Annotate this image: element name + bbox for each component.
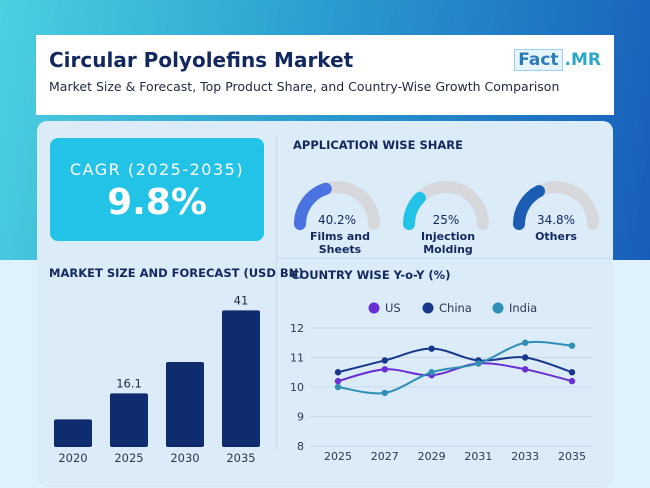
brand-logo: Fact .MR (514, 49, 601, 71)
legend-marker (422, 302, 434, 314)
donut-films-and-sheets (294, 181, 380, 230)
horizontal-divider (277, 258, 612, 259)
donut-value-injection: 25% (432, 213, 460, 227)
data-point-china (428, 345, 435, 352)
page-subtitle: Market Size & Forecast, Top Product Shar… (49, 79, 560, 94)
bar-2025 (110, 393, 148, 447)
donut-share-arc (513, 185, 545, 230)
donut-injection-molding (403, 181, 489, 230)
header-card: Circular Polyolefins Market Market Size … (36, 35, 614, 115)
data-point-india (522, 339, 529, 346)
legend-marker (368, 302, 380, 314)
x-tick-label: 2025 (114, 451, 143, 465)
series-line-china (337, 347, 573, 374)
donut-label-films: Films and Sheets (309, 230, 371, 256)
series-line-india (337, 340, 573, 395)
data-label: 16.1 (116, 376, 142, 390)
data-point-india (475, 360, 482, 367)
donut-others (513, 181, 599, 230)
vertical-divider (276, 135, 277, 450)
data-point-us (522, 366, 529, 373)
legend-marker (492, 302, 504, 314)
series-line-us (337, 362, 573, 383)
donut-label-others: Others (535, 230, 577, 243)
cagr-label: CAGR (2025-2035) (69, 160, 245, 179)
data-point-us (381, 366, 388, 373)
x-tick-label: 2029 (418, 450, 446, 463)
legend-label: US (385, 301, 401, 315)
x-tick-label: 2030 (170, 451, 199, 465)
x-tick-label: 2027 (371, 450, 399, 463)
donut-share-arc (294, 182, 332, 230)
x-tick-label: 2025 (324, 450, 352, 463)
x-tick-label: 2031 (464, 450, 492, 463)
y-tick-label: 8 (297, 440, 304, 453)
data-point-china (381, 357, 388, 364)
data-point-india (381, 389, 388, 397)
bar-chart: 2020 2025 16.1 2030 2035 41 (54, 293, 260, 465)
logo-mr-text: .MR (564, 50, 601, 70)
bar-chart-title: MARKET SIZE AND FORECAST (USD BN) (49, 266, 304, 280)
donut-label-injection: Injection Molding (420, 230, 476, 256)
donut-share-arc (403, 191, 426, 230)
data-label: 41 (234, 293, 249, 307)
bar-2030 (166, 362, 204, 447)
x-tick-label: 2033 (511, 450, 539, 463)
bar-2020 (54, 419, 92, 447)
y-tick-label: 9 (297, 411, 304, 424)
data-point-china (522, 354, 529, 361)
legend-label: India (509, 301, 537, 315)
y-tick-label: 10 (290, 381, 304, 394)
donut-value-others: 34.8% (536, 213, 576, 227)
data-point-india (334, 383, 342, 391)
application-share-title: APPLICATION WISE SHARE (293, 138, 463, 152)
data-point-india (428, 369, 435, 376)
data-point-china (334, 369, 342, 376)
x-tick-label: 2020 (58, 451, 87, 465)
line-chart: 8 9 10 11 12 2025 2027 2029 2031 2033 2035 US China I… (290, 301, 592, 463)
data-point-us (568, 377, 576, 385)
page-title: Circular Polyolefins Market (49, 48, 354, 72)
logo-fact-text: Fact (514, 49, 563, 71)
data-point-us (334, 377, 342, 385)
legend-label: China (439, 301, 472, 315)
data-point-china (568, 369, 576, 376)
x-tick-label: 2035 (558, 450, 586, 463)
cagr-value: 9.8% (107, 182, 207, 223)
x-tick-label: 2035 (226, 451, 255, 465)
data-point-india (568, 342, 576, 349)
cagr-card: CAGR (2025-2035) 9.8% (50, 138, 264, 241)
y-tick-label: 11 (290, 352, 304, 365)
line-chart-title: COUNTRY WISE Y-o-Y (%) (291, 268, 451, 282)
donut-value-films: 40.2% (317, 213, 357, 227)
y-tick-label: 12 (290, 322, 304, 335)
bar-2035 (222, 310, 260, 447)
